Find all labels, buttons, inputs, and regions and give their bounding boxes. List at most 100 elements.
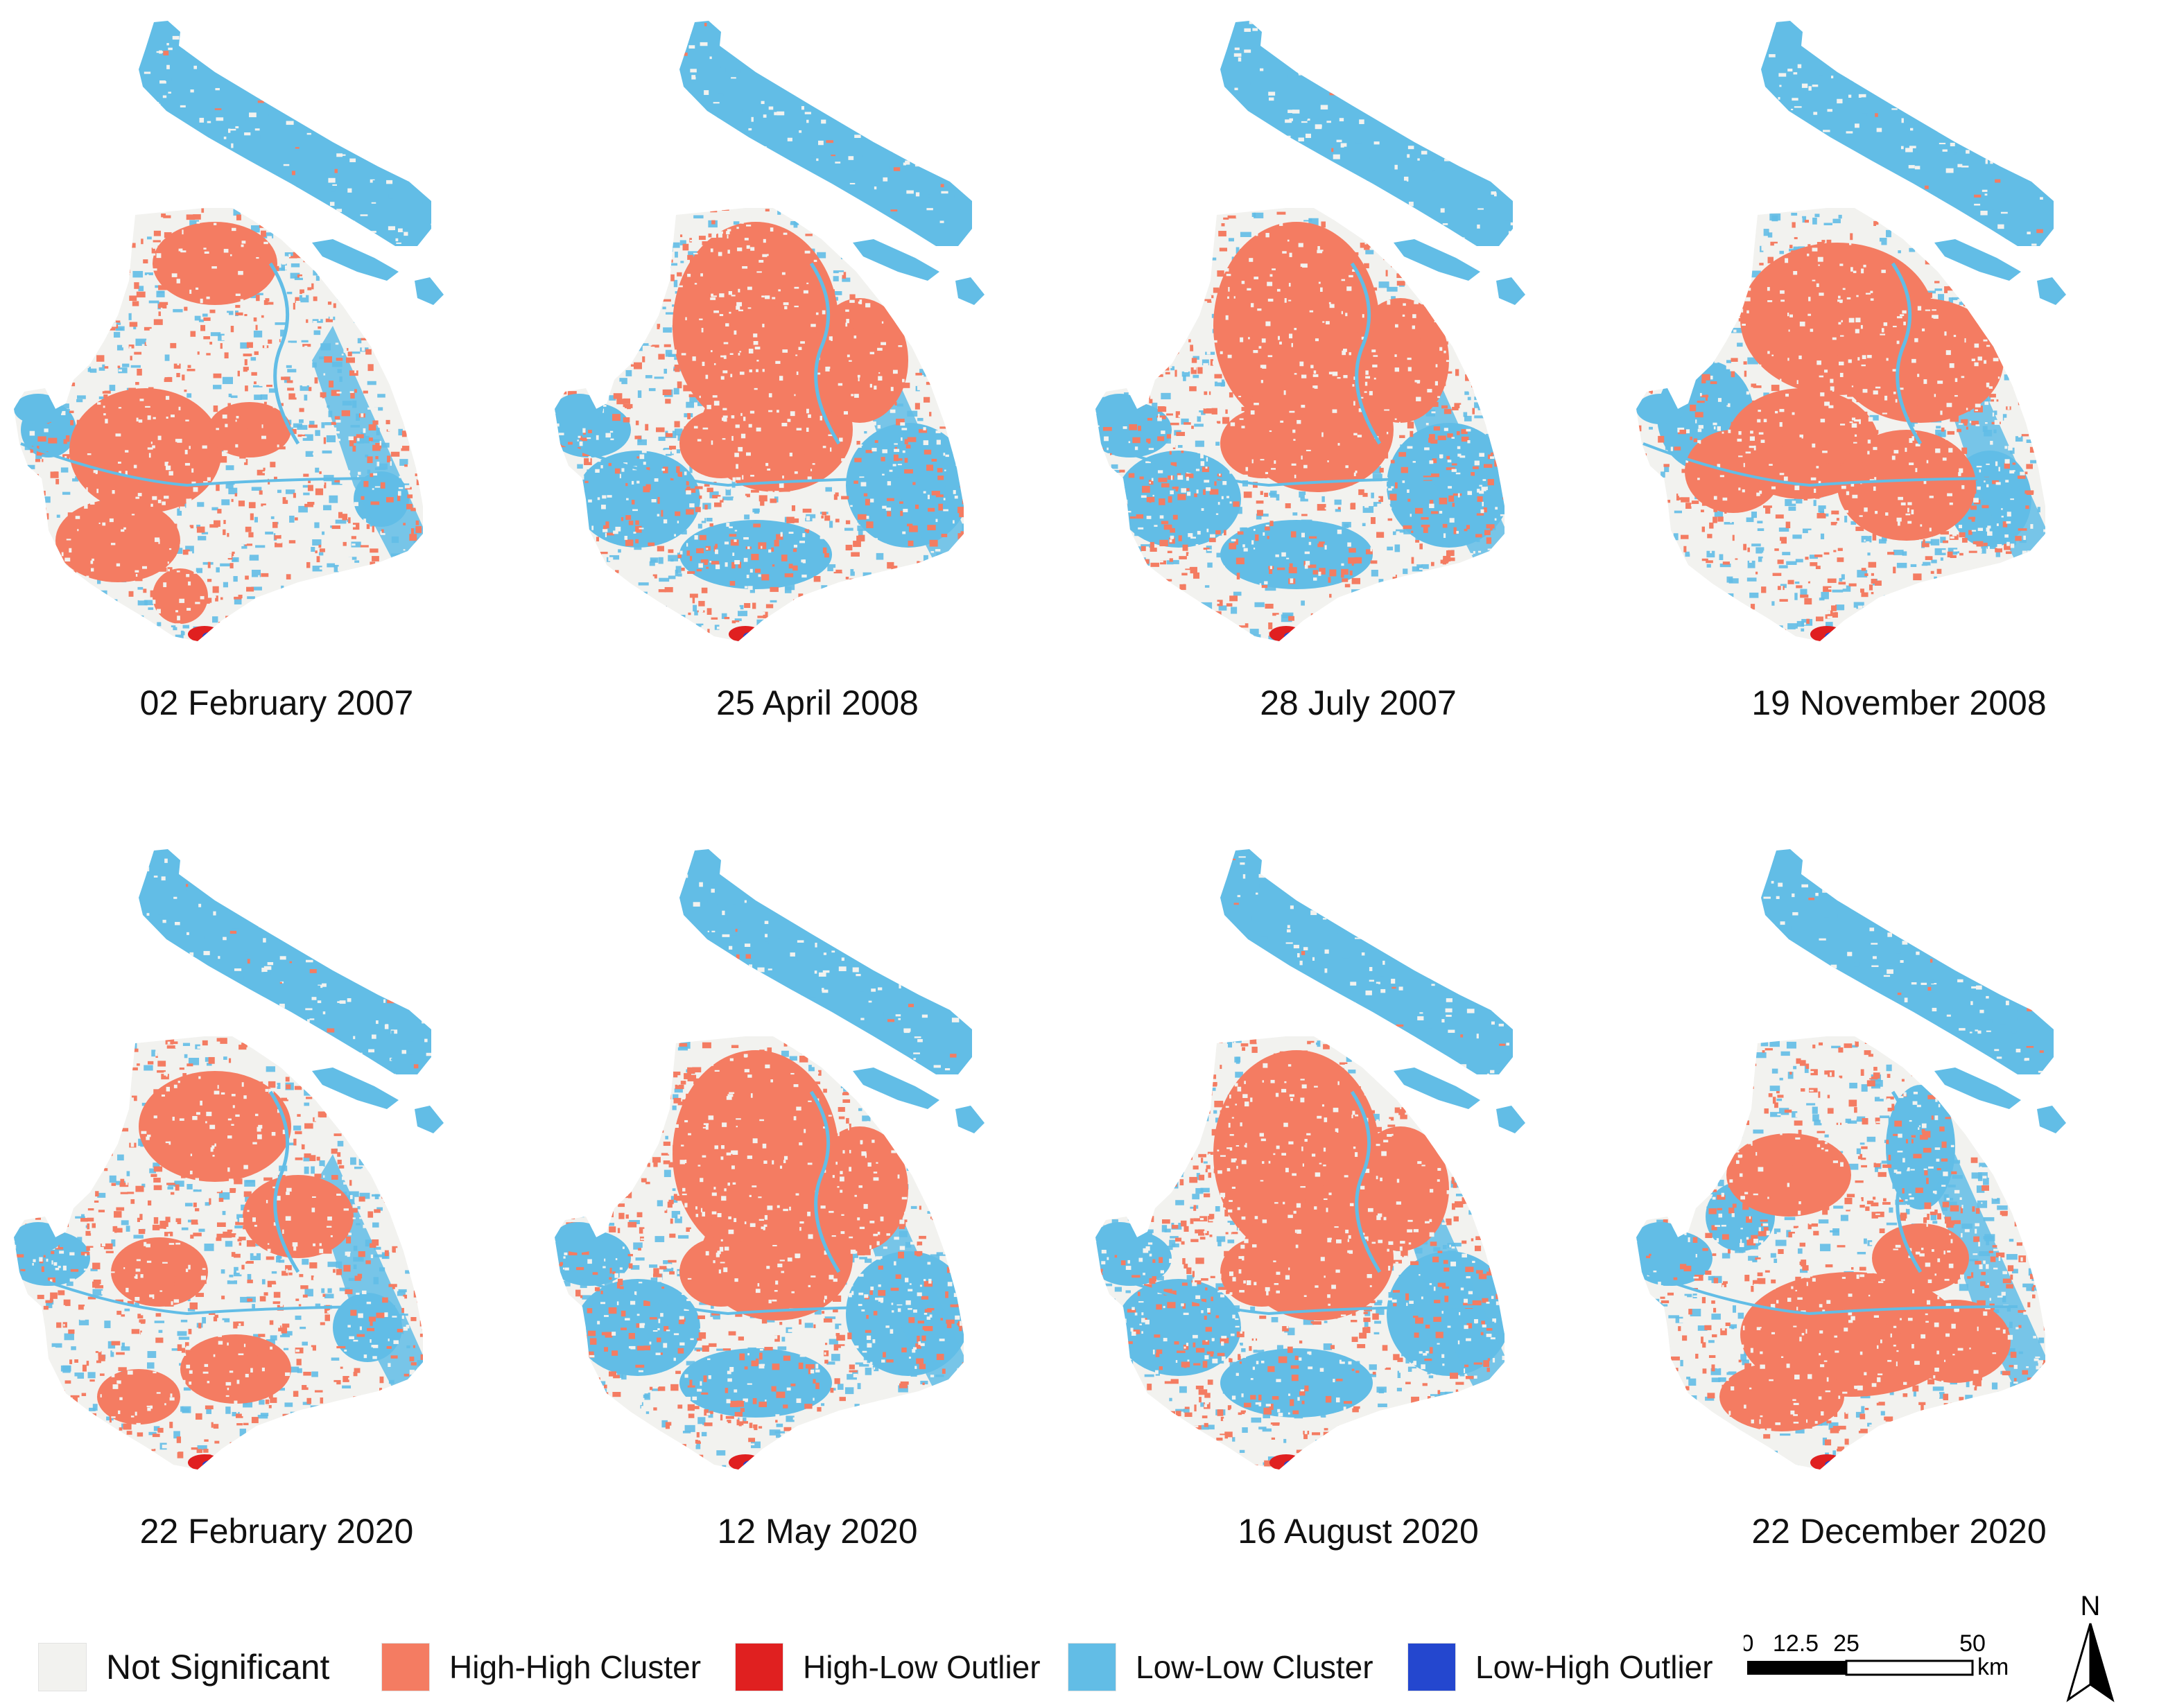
map-cell — [147, 447, 153, 450]
map-cell — [673, 368, 679, 371]
map-cell — [788, 564, 793, 569]
map-cell — [399, 133, 407, 138]
map-cell — [64, 557, 71, 561]
map-cell — [136, 291, 146, 298]
map-cell — [957, 322, 961, 329]
map-cell — [104, 259, 106, 261]
map-cell — [110, 302, 115, 306]
map-cell — [396, 242, 401, 244]
map-cell — [688, 612, 691, 616]
map-cell — [906, 307, 912, 313]
map-cell — [971, 179, 972, 184]
map-cell — [96, 590, 107, 595]
map-cell — [713, 401, 720, 406]
map-cell — [21, 292, 29, 296]
map-cell — [1345, 71, 1353, 75]
map-cell — [933, 48, 940, 52]
map-cell — [833, 569, 843, 574]
map-cell — [756, 156, 759, 159]
map-cell — [573, 253, 577, 260]
map-cell — [363, 539, 370, 541]
map-cell — [220, 563, 230, 567]
map-cell — [62, 612, 66, 616]
map-cell — [69, 410, 74, 413]
map-cell — [911, 318, 916, 322]
map-cell — [1141, 335, 1149, 340]
map-cell — [265, 298, 270, 302]
map-cell — [768, 47, 774, 52]
map-cell — [682, 243, 689, 251]
map-cell — [260, 633, 266, 641]
map-cell — [711, 295, 717, 297]
map-cell — [1464, 128, 1469, 131]
map-cell — [333, 303, 336, 308]
map-cell — [770, 354, 777, 359]
map-cell — [157, 622, 162, 627]
map-cell — [232, 559, 237, 562]
map-cell — [320, 573, 325, 578]
map-cell — [657, 514, 660, 517]
map-cell — [430, 23, 431, 28]
map-cell — [859, 476, 865, 479]
map-cell — [725, 394, 732, 399]
map-cell — [603, 525, 607, 531]
map-cell — [874, 376, 879, 381]
map-cell — [426, 433, 435, 438]
map-cell — [834, 34, 838, 36]
map-cell — [838, 272, 844, 275]
map-cell — [62, 491, 71, 495]
map-cell — [381, 529, 384, 533]
map-cell — [415, 432, 421, 435]
map-cell — [361, 369, 363, 373]
map-cell — [622, 313, 626, 319]
map-cell — [259, 182, 263, 185]
map-cell — [55, 478, 60, 485]
map-cell — [918, 256, 920, 258]
map-cell — [644, 631, 648, 636]
map-cell — [125, 446, 134, 451]
map-cell — [933, 132, 939, 135]
map-cell — [802, 508, 812, 513]
map-cell — [424, 518, 426, 522]
map-cell — [1233, 591, 1242, 596]
map-cell — [359, 584, 367, 588]
map-cell — [109, 518, 114, 523]
map-cell — [87, 541, 96, 545]
map-cell — [633, 638, 639, 641]
map-cell — [951, 599, 960, 602]
map-cell — [365, 640, 372, 641]
map-cell — [1307, 119, 1310, 121]
map-cell — [689, 465, 693, 473]
map-cell — [611, 295, 614, 302]
map-cell — [704, 478, 706, 482]
map-cell — [195, 602, 200, 604]
map-cell — [625, 216, 629, 219]
map-cell — [210, 640, 222, 641]
map-cell — [1276, 494, 1280, 501]
map-cell — [261, 573, 269, 577]
map-cell — [865, 225, 870, 232]
map-cell — [244, 638, 252, 641]
map-cell — [583, 545, 589, 550]
map-cell — [144, 342, 147, 346]
map-cell — [60, 384, 65, 390]
map-cell — [569, 603, 574, 609]
map-cell — [915, 372, 922, 376]
map-cell — [353, 240, 361, 245]
map-cell — [557, 216, 560, 221]
map-cell — [17, 384, 21, 391]
map-cell — [1480, 87, 1485, 89]
map-cell — [103, 343, 109, 345]
map-cell — [193, 189, 200, 191]
map-cell — [569, 338, 573, 341]
map-cell — [332, 184, 338, 186]
map-cell — [900, 643, 908, 650]
map-cell — [407, 464, 413, 468]
map-cell — [699, 548, 704, 551]
map-cell — [745, 254, 752, 261]
map-cell — [1306, 153, 1310, 155]
map-cell — [849, 322, 855, 326]
map-cell — [372, 420, 379, 425]
map-cell — [804, 627, 811, 632]
map-cell — [182, 229, 184, 235]
